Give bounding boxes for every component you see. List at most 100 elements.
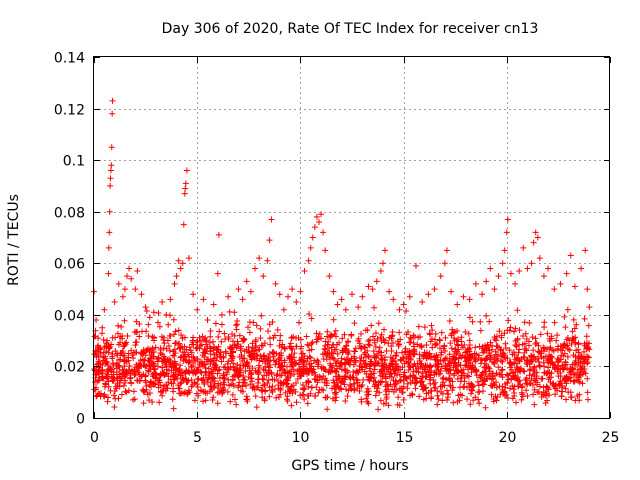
band-point [124,333,131,340]
band-point [412,362,419,369]
y-tick-label: 0.02 [54,360,85,376]
band-point [365,352,372,359]
data-point [532,229,539,236]
band-point [387,354,394,361]
band-point [479,388,486,395]
band-point [582,370,589,377]
band-point [432,330,439,337]
band-point [158,358,165,365]
band-point [575,355,582,362]
data-point [540,273,547,280]
band-point [230,382,237,389]
data-point [382,247,389,254]
band-point [490,396,497,403]
band-point [570,352,577,359]
band-point [380,336,387,343]
band-point [258,386,265,393]
band-point [178,390,185,397]
data-point [557,280,564,287]
band-point [540,389,547,396]
band-point [557,356,564,363]
band-point [305,378,312,385]
band-point [152,370,159,377]
band-point [376,389,383,396]
band-point [196,334,203,341]
band-point [423,355,430,362]
band-point [382,354,389,361]
band-point [557,366,564,373]
band-point [496,383,503,390]
band-point [497,391,504,398]
data-point [99,324,106,331]
band-point [584,396,591,403]
band-point [419,383,426,390]
band-point [344,356,351,363]
band-point [354,385,361,392]
band-point [324,406,331,413]
band-point [352,369,359,376]
band-point [554,387,561,394]
band-point [350,380,357,387]
band-point [523,335,530,342]
band-point [157,350,164,357]
data-point [124,273,131,280]
band-point [304,341,311,348]
band-point [223,369,230,376]
band-point [529,381,536,388]
band-point [446,366,453,373]
band-point [253,322,260,329]
band-point [106,345,113,352]
band-point [281,345,288,352]
band-point [462,358,469,365]
y-axis-label: ROTI / TECUs [6,194,22,286]
band-point [233,326,240,333]
band-point [143,328,150,335]
band-point [551,383,558,390]
band-point [346,374,353,381]
band-point [316,386,323,393]
band-point [218,358,225,365]
band-point [113,361,120,368]
band-point [356,354,363,361]
data-point [280,306,287,313]
band-point [179,374,186,381]
band-point [193,338,200,345]
band-point [165,321,172,328]
band-point [501,392,508,399]
band-point [449,326,456,333]
data-point [134,268,141,275]
band-point [336,376,343,383]
band-point [148,383,155,390]
band-point [248,375,255,382]
band-point [470,397,477,404]
band-point [365,376,372,383]
band-point [351,320,358,327]
band-point [286,353,293,360]
data-point [215,231,222,238]
band-point [326,368,333,375]
band-point [112,383,119,390]
band-point [232,322,239,329]
data-point [338,296,345,303]
band-point [426,362,433,369]
band-point [426,350,433,357]
data-point [369,286,376,293]
band-point [364,398,371,405]
band-point [464,396,471,403]
band-point [426,330,433,337]
band-point [393,353,400,360]
band-point [451,335,458,342]
band-point [301,353,308,360]
band-point [573,321,580,328]
band-point [506,327,513,334]
band-point [167,376,174,383]
band-point [116,369,123,376]
band-point [359,382,366,389]
band-point [152,344,159,351]
data-point [132,286,139,293]
band-point [375,320,382,327]
y-tick-label: 0.14 [54,51,85,67]
band-point [304,392,311,399]
data-point [150,309,157,316]
band-point [321,350,328,357]
